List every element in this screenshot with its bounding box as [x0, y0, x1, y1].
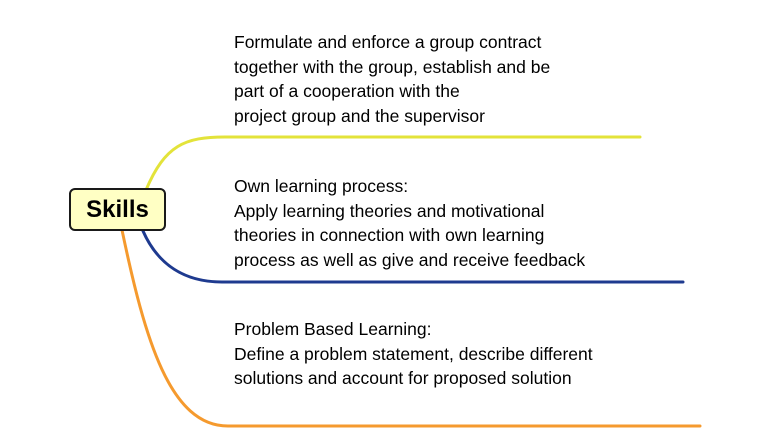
branch-text-line: Formulate and enforce a group contract	[234, 32, 542, 52]
branch-text-line: part of a cooperation with the	[234, 81, 460, 101]
branch-text-line: theories in connection with own learning	[234, 225, 545, 245]
branch-topic-own-learning-process[interactable]: Own learning process: Apply learning the…	[234, 174, 585, 272]
branch-text-line: Define a problem statement, describe dif…	[234, 343, 593, 364]
branch-topic-problem-based-learning[interactable]: Problem Based Learning: Define a problem…	[234, 317, 593, 391]
branch-connector-2	[141, 229, 685, 284]
branch-connector-3	[120, 228, 702, 428]
branch-text-line: Apply learning theories and motivational	[234, 200, 545, 221]
branch-text-line: process as well as give and receive feed…	[234, 249, 586, 270]
branch-text-line: Problem Based Learning:	[234, 319, 432, 339]
branch-topic-group-contract[interactable]: Formulate and enforce a group contract t…	[234, 30, 550, 128]
central-topic-label: Skills	[86, 195, 149, 223]
central-topic-node[interactable]: Skills	[69, 188, 166, 231]
branch-connector-1	[144, 135, 642, 192]
branch-text-line: solutions and account for proposed solut…	[234, 368, 572, 388]
branch-text-line: together with the group, establish and b…	[234, 56, 551, 77]
branch-text-line: project group and the supervisor	[234, 105, 485, 126]
branch-text-line: Own learning process:	[234, 176, 409, 196]
